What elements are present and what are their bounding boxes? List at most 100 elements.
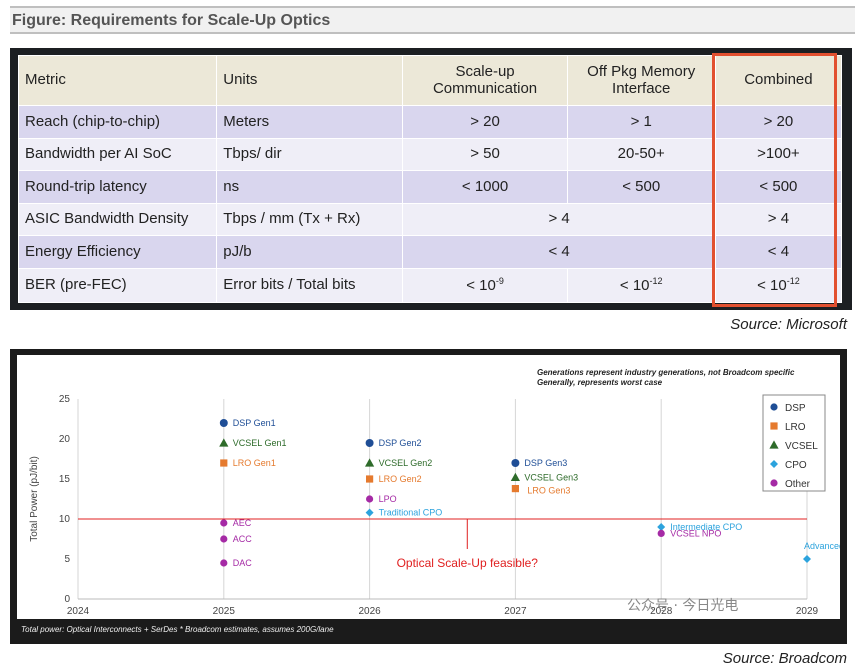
cell-scaleup: < 1000: [402, 170, 568, 204]
data-point: [769, 440, 779, 449]
data-label: VCSEL Gen3: [524, 472, 578, 482]
data-point: [510, 472, 520, 481]
header-scaleup: Scale-up Communication: [402, 55, 568, 106]
y-tick-label: 25: [59, 394, 71, 405]
data-point: [365, 439, 374, 447]
chart-note: Generally, represents worst case: [537, 378, 663, 387]
source-microsoft: Source: Microsoft: [730, 316, 847, 333]
data-point: [365, 508, 374, 517]
data-label: AEC: [233, 518, 252, 528]
data-point: [220, 459, 228, 467]
legend-entry: VCSEL: [785, 441, 818, 452]
y-tick-label: 5: [64, 554, 70, 565]
data-label: DAC: [233, 558, 253, 568]
cell-merged: > 4: [402, 202, 716, 237]
ber-scaleup-base: < 10: [466, 276, 496, 294]
cell-units: Tbps/ dir: [216, 137, 404, 172]
watermark: 公众号 · 今日光电: [627, 598, 738, 614]
data-point: [511, 459, 520, 467]
y-tick-label: 0: [64, 594, 70, 605]
ber-offpkg-exp: -12: [649, 275, 663, 286]
cell-units: Tbps / mm (Tx + Rx): [216, 202, 404, 237]
plot-background: [17, 355, 840, 636]
cell-combined: < 500: [714, 170, 843, 204]
chart-footnote: Total power: Optical Interconnects + Ser…: [21, 625, 334, 634]
data-point: [770, 460, 778, 468]
x-tick-label: 2024: [67, 606, 90, 617]
legend-entry: LRO: [785, 422, 806, 433]
data-label: LRO Gen3: [527, 486, 570, 496]
data-point: [657, 529, 665, 537]
y-axis-label: Total Power (pJ/bit): [29, 456, 40, 542]
ber-scaleup-exp: -9: [495, 275, 504, 286]
legend-entry: CPO: [785, 460, 807, 471]
requirements-table: Metric Units Scale-up Communication Off …: [10, 48, 852, 310]
data-label: VCSEL Gen1: [233, 438, 287, 448]
data-label: DSP Gen1: [233, 418, 276, 428]
footer-bar: [17, 619, 840, 636]
cell-metric: Energy Efficiency: [17, 235, 218, 269]
cell-combined: >100+: [714, 137, 843, 172]
data-label: LRO Gen2: [379, 474, 422, 484]
figure-title: Figure: Requirements for Scale-Up Optics: [10, 6, 855, 34]
table-row: Bandwidth per AI SoC Tbps/ dir > 50 20-5…: [17, 137, 843, 172]
cell-offpkg: < 500: [566, 170, 716, 204]
cell-units: pJ/b: [216, 235, 404, 269]
x-tick-label: 2028: [650, 606, 673, 617]
cell-combined: > 20: [714, 105, 843, 139]
header-units: Units: [216, 55, 404, 106]
data-point: [366, 495, 374, 503]
cell-metric: Round-trip latency: [17, 170, 218, 204]
data-point: [770, 422, 778, 430]
cell-offpkg: < 10-12: [566, 267, 716, 304]
cell-units: Meters: [216, 105, 404, 139]
y-tick-label: 20: [59, 434, 71, 445]
x-tick-label: 2025: [213, 606, 236, 617]
table-row: Energy Efficiency pJ/b < 4 < 4: [17, 235, 843, 269]
chart-note: Generations represent industry generatio…: [537, 368, 795, 377]
data-point: [770, 479, 778, 487]
y-tick-label: 15: [59, 474, 71, 485]
data-point: [803, 555, 811, 563]
cell-offpkg: 20-50+: [566, 137, 716, 172]
data-point: [770, 403, 778, 411]
header-offpkg: Off Pkg Memory Interface: [566, 55, 716, 106]
data-label: ACC: [233, 534, 253, 544]
cell-scaleup: > 20: [402, 105, 568, 139]
cell-units: ns: [216, 170, 404, 204]
data-point: [220, 519, 228, 527]
cell-combined: < 10-12: [714, 267, 843, 304]
header-metric: Metric: [17, 55, 218, 106]
data-label: Intermediate CPO: [670, 522, 742, 532]
cell-metric: ASIC Bandwidth Density: [17, 202, 218, 237]
data-point: [365, 458, 375, 467]
cell-metric: Reach (chip-to-chip): [17, 105, 218, 139]
data-label: LRO Gen1: [233, 458, 276, 468]
data-label: VCSEL Gen2: [379, 458, 433, 468]
power-chart: 2024202520262027202820290510152025YearTo…: [17, 355, 840, 636]
x-tick-label: 2026: [358, 606, 381, 617]
cell-scaleup: > 50: [402, 137, 568, 172]
cell-metric: Bandwidth per AI SoC: [17, 137, 218, 172]
data-label: Traditional CPO: [379, 508, 443, 518]
data-point: [657, 523, 666, 531]
data-label: DSP Gen2: [379, 438, 422, 448]
table-row: BER (pre-FEC) Error bits / Total bits < …: [17, 267, 843, 304]
legend-entry: DSP: [785, 403, 806, 414]
data-point: [220, 535, 228, 543]
cell-offpkg: > 1: [566, 105, 716, 139]
data-point: [366, 475, 374, 483]
table-row: Reach (chip-to-chip) Meters > 20 > 1 > 2…: [17, 105, 843, 139]
header-combined: Combined: [714, 55, 843, 106]
ber-combined-exp: -12: [786, 275, 800, 286]
cell-merged: < 4: [402, 235, 716, 269]
x-tick-label: 2029: [796, 606, 819, 617]
data-point: [219, 419, 228, 427]
cell-metric: BER (pre-FEC): [17, 267, 218, 304]
data-point: [511, 485, 519, 493]
ber-combined-base: < 10: [757, 276, 787, 294]
table-row: Round-trip latency ns < 1000 < 500 < 500: [17, 170, 843, 204]
ber-offpkg-base: < 10: [619, 276, 650, 294]
cell-combined: < 4: [714, 235, 843, 269]
cell-combined: > 4: [714, 202, 843, 237]
